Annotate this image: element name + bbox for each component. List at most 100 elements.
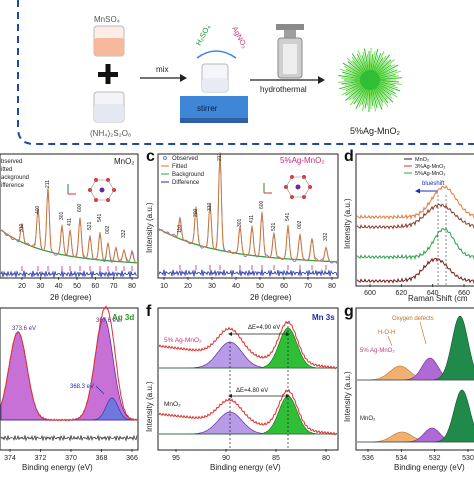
x-tick-labels: 10 20 30 40 50 60 70 80 <box>160 277 336 290</box>
lower-envelope <box>158 388 338 436</box>
delta-e-lower: ΔE=4.80 eV <box>236 388 268 394</box>
xrd-chart-mno2: bserved itted ackground ifference MnO₂ 3… <box>0 153 139 302</box>
legend-observed: bserved <box>1 159 22 165</box>
panel-letter-g: g <box>344 303 354 320</box>
x-tick-label: 620 <box>395 290 407 297</box>
x-tick-label: 80 <box>328 283 336 290</box>
x-tick-label: 372 <box>35 455 47 462</box>
y-axis-label: Intensity (a.u.) <box>343 198 352 249</box>
legend-mno2: MnO₂ <box>415 157 429 163</box>
x-axis-label: Binding energy (eV) <box>394 463 465 472</box>
difference-curve <box>0 270 138 278</box>
mix-arrow-icon <box>140 74 187 82</box>
peak-labels: 110 200 310 211 301 411 600 521 541 002 332 <box>177 153 329 241</box>
peak-label-368: 368.3 eV <box>70 384 94 390</box>
x-axis-label: Raman Shift (cm <box>408 294 468 303</box>
x-tick-label: 368 <box>96 455 108 462</box>
peak-label: 332 <box>121 229 127 238</box>
legend-fitted: Fitted <box>172 164 187 170</box>
upper-envelope <box>158 320 338 370</box>
h2so4-label: H₂SO₄ <box>194 23 212 47</box>
series-1-spectrum <box>356 257 474 285</box>
material-label: 5%Ag-MnO₂ <box>280 156 324 165</box>
x-tick-label: 70 <box>304 283 312 290</box>
x-tick-label: 95 <box>172 455 180 462</box>
persulfate-beaker-icon <box>93 91 125 123</box>
panel-a: MnSO₄ (NH₄)₂S₂O₈ mix H₂SO₄ AgNO₃ <box>0 0 474 152</box>
lower-lattice-peak <box>357 389 474 443</box>
difference-curve <box>158 268 338 277</box>
peak-label: 002 <box>297 220 303 229</box>
legend-difference: ifference <box>1 183 25 189</box>
peak-label-367: 367.6 eV <box>96 318 120 324</box>
x-tick-label: 85 <box>272 455 280 462</box>
panel-title: Ag 3d <box>112 313 134 322</box>
sample-label-mno2: MnO₂ <box>164 401 181 408</box>
x-tick-label: 80 <box>322 455 330 462</box>
upper-high-be-peak <box>159 327 337 369</box>
peak-label: 310 <box>19 223 25 232</box>
panel-e: Ag 3d 373.6 eV 367.6 eV 368.3 eV 374 372 3… <box>0 302 140 474</box>
x-tick-label: 20 <box>18 283 26 290</box>
mn3s-chart: f Intensity (a.u.) Mn 3s ΔE=4.90 eV ΔE=4… <box>145 303 339 472</box>
series-3b-spectrum <box>356 185 474 220</box>
peak-label: 600 <box>77 203 83 212</box>
sample-label-ag: 5% Ag-MnO₂ <box>360 348 395 354</box>
x-tick-label: 536 <box>362 455 374 462</box>
delta-e-upper: ΔE=4.90 eV <box>248 325 280 331</box>
legend-background: Background <box>172 172 204 178</box>
synthesis-schematic: MnSO₄ (NH₄)₂S₂O₈ mix H₂SO₄ AgNO₃ <box>17 0 474 145</box>
y-axis-label: Intensity (a.u.) <box>145 202 154 253</box>
hoh-label: H-O-H <box>378 330 395 336</box>
x-tick-label: 20 <box>184 283 192 290</box>
panel-g: g Intensity (a.u.) Oxygen defects H-O-H … <box>340 302 474 474</box>
delta-arrow-lower <box>228 394 290 398</box>
panel-title: Mn 3s <box>312 313 335 322</box>
blueshift-label: blueshift <box>422 181 445 187</box>
peak-label: 301 <box>59 211 65 220</box>
envelope-curve <box>0 305 138 422</box>
x-tick-label: 40 <box>55 283 63 290</box>
panel-f: f Intensity (a.u.) Mn 3s ΔE=4.90 eV ΔE=4… <box>140 302 340 474</box>
product-label: 5%Ag-MnO₂ <box>350 126 401 136</box>
autoclave-icon <box>276 24 304 79</box>
peak-pointer <box>95 385 105 395</box>
legend-observed: Observed <box>172 156 198 162</box>
x-tick-labels: 536 534 532 530 <box>362 449 474 462</box>
mix-label: mix <box>156 65 168 74</box>
x-tick-label: 50 <box>256 283 264 290</box>
legend-fitted: itted <box>1 167 12 173</box>
peak-label: 002 <box>105 225 111 234</box>
xrd-chart-ag-mno2: c Intensity (a.u.) Observed Fitted Backg… <box>145 148 339 302</box>
x-tick-label: 10 <box>160 283 168 290</box>
ag3d-chart: Ag 3d 373.6 eV 367.6 eV 368.3 eV 374 372 3… <box>0 305 139 472</box>
x-tick-label: 366 <box>126 455 138 462</box>
sample-label-mno2: MnO₂ <box>360 416 376 422</box>
x-tick-labels: 374 372 370 368 366 <box>4 449 138 462</box>
x-tick-label: 70 <box>110 283 118 290</box>
peak-label: 332 <box>323 232 329 241</box>
peak-label: 400 <box>35 205 41 214</box>
x-tick-label: 370 <box>65 455 77 462</box>
panel-d: d Intensity (a.u.) MnO₂ 3%Ag-MnO₂ 5%Ag-M… <box>340 145 474 303</box>
x-axis-label: Binding energy (eV) <box>22 463 93 472</box>
legend-difference: Difference <box>172 180 200 186</box>
panel-letter-d: d <box>344 148 354 165</box>
background-curve <box>0 229 138 264</box>
peak-label: 541 <box>285 212 291 221</box>
reaction-beaker-icon <box>201 63 229 93</box>
crystal-structure-icon <box>67 178 116 202</box>
hydrothermal-label: hydrothermal <box>260 85 307 94</box>
x-tick-label: 60 <box>91 283 99 290</box>
legend-3ag: 3%Ag-MnO₂ <box>415 164 446 170</box>
peak-label: 600 <box>259 200 265 209</box>
series-2-spectrum <box>356 227 474 261</box>
residual-curve <box>0 434 138 442</box>
x-axis-label: Binding energy (eV) <box>210 463 281 472</box>
peak-label: 310 <box>207 202 213 211</box>
peak-label: 211 <box>217 153 223 161</box>
stirrer-label: stirrer <box>197 104 218 113</box>
fitted-curve <box>158 152 338 263</box>
peak-label: 521 <box>87 221 93 230</box>
x-tick-label: 530 <box>462 455 474 462</box>
